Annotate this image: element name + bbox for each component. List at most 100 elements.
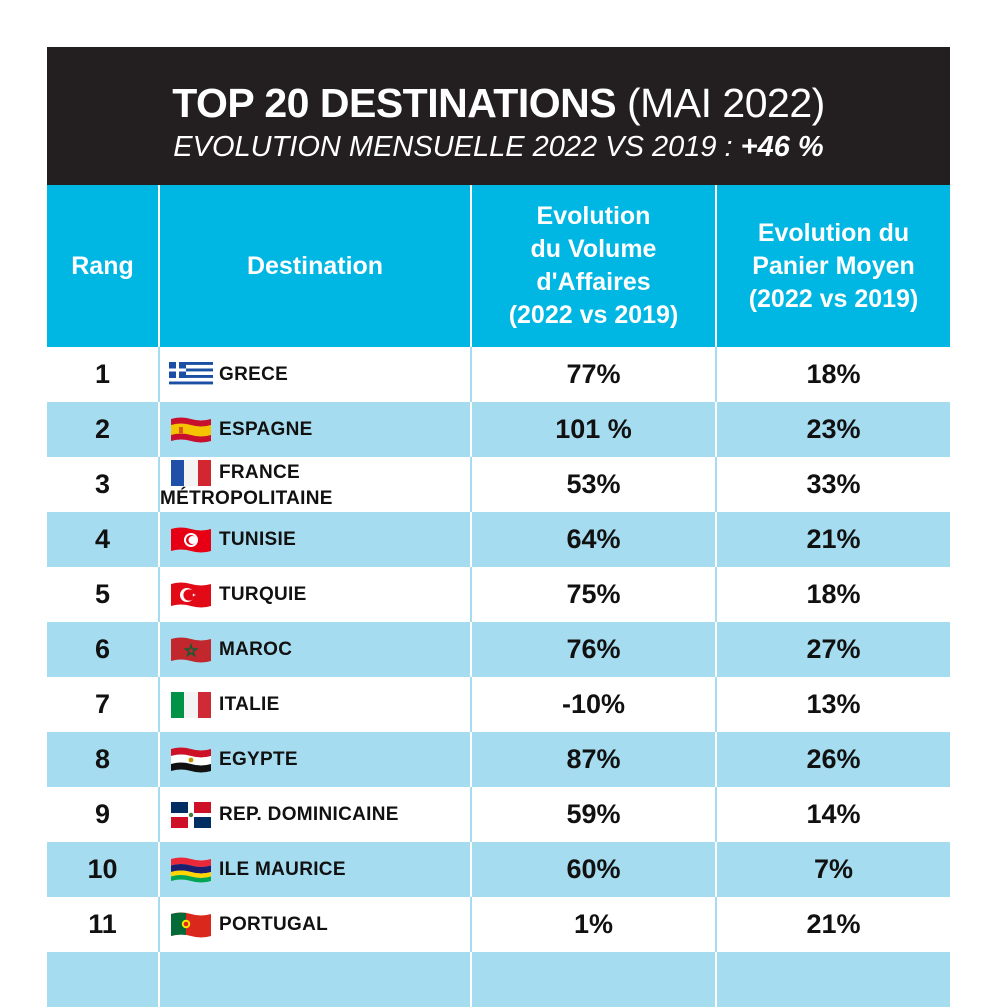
basket-cell: 21% — [715, 897, 950, 952]
volume-cell: 76% — [470, 622, 716, 677]
rank-cell: 5 — [47, 567, 159, 622]
table-body: 1 GRECE 77% 18% 2 ESPAGNE 101 % 23% 3 FR — [47, 347, 950, 1007]
basket-cell: 33% — [715, 457, 950, 512]
basket-cell: 18% — [715, 567, 950, 622]
chart-subtitle: EVOLUTION MENSUELLE 2022 VS 2019 : — [173, 131, 733, 163]
table-row: 4 TUNISIE 64% 21% — [47, 512, 950, 567]
header-basket-line: Evolution du — [757, 218, 910, 247]
destination-name: EGYPTE — [219, 748, 298, 770]
basket-cell: 27% — [715, 622, 950, 677]
subtitle-value: +46 % — [740, 131, 824, 163]
volume-cell: 60% — [470, 842, 716, 897]
destination-name: FRANCE MÉTROPOLITAINE — [160, 462, 333, 510]
volume-cell: 87% — [470, 732, 716, 787]
basket-cell: 21% — [715, 512, 950, 567]
header-basket-line: (2022 vs 2019) — [748, 284, 919, 313]
dominican-republic-flag-icon — [169, 800, 213, 830]
volume-cell: 64% — [470, 512, 716, 567]
destination-cell: FRANCE MÉTROPOLITAINE — [158, 457, 471, 512]
rank-cell: 2 — [47, 402, 159, 457]
basket-cell: 7% — [715, 842, 950, 897]
volume-cell: 75% — [470, 567, 716, 622]
header-volume-line: Evolution — [536, 202, 651, 230]
header-destination: Destination — [158, 185, 471, 347]
table-row: 6 MAROC 76% 27% — [47, 622, 950, 677]
table-row: 1 GRECE 77% 18% — [47, 347, 950, 402]
chart-title-period: (MAI 2022) — [626, 80, 825, 126]
turkey-flag-icon — [169, 580, 213, 610]
rank-cell: 7 — [47, 677, 159, 732]
egypt-flag-icon — [169, 745, 213, 775]
rank-cell: 8 — [47, 732, 159, 787]
header-volume-line: d'Affaires — [536, 268, 651, 296]
destination-name: TURQUIE — [219, 583, 307, 605]
ranking-table: Rang Destination Evolution du Volume d'A… — [47, 185, 950, 1007]
destination-cell: ITALIE — [158, 677, 471, 732]
rank-cell: 6 — [47, 622, 159, 677]
spain-flag-icon — [169, 415, 213, 445]
rank-cell — [47, 952, 159, 1007]
volume-cell: 59% — [470, 787, 716, 842]
destination-cell: MAROC — [158, 622, 471, 677]
basket-cell: 26% — [715, 732, 950, 787]
table-row: 10 ILE MAURICE 60% 7% — [47, 842, 950, 897]
ranking-board: TOP 20 DESTINATIONS (MAI 2022) EVOLUTION… — [47, 47, 950, 1007]
volume-cell: 77% — [470, 347, 716, 402]
destination-name: REP. DOMINICAINE — [219, 803, 399, 825]
title-line: TOP 20 DESTINATIONS (MAI 2022) — [47, 47, 950, 126]
volume-cell: -10% — [470, 677, 716, 732]
volume-cell: 101 % — [470, 402, 716, 457]
destination-cell: ESPAGNE — [158, 402, 471, 457]
rank-cell: 1 — [47, 347, 159, 402]
basket-cell: 23% — [715, 402, 950, 457]
destination-cell: REP. DOMINICAINE — [158, 787, 471, 842]
header-rank: Rang — [47, 185, 159, 347]
destination-name: ILE MAURICE — [219, 858, 346, 880]
destination-name: GRECE — [219, 363, 289, 385]
tunisia-flag-icon — [169, 525, 213, 555]
table-row: 3 FRANCE MÉTROPOLITAINE 53% 33% — [47, 457, 950, 512]
chart-title: TOP 20 DESTINATIONS — [172, 80, 617, 126]
rank-cell: 11 — [47, 897, 159, 952]
destination-cell: PORTUGAL — [158, 897, 471, 952]
destination-cell: GRECE — [158, 347, 471, 402]
destination-cell: EGYPTE — [158, 732, 471, 787]
header-volume-line: du Volume — [530, 235, 657, 263]
rank-cell: 9 — [47, 787, 159, 842]
greece-flag-icon — [169, 360, 213, 390]
basket-cell: 13% — [715, 677, 950, 732]
destination-cell: TURQUIE — [158, 567, 471, 622]
destination-cell: ILE MAURICE — [158, 842, 471, 897]
table-row: 5 TURQUIE 75% 18% — [47, 567, 950, 622]
basket-cell: 14% — [715, 787, 950, 842]
volume-cell: 53% — [470, 457, 716, 512]
morocco-flag-icon — [169, 635, 213, 665]
header-basket-line: Panier Moyen — [752, 251, 915, 280]
italy-flag-icon — [169, 690, 213, 720]
header-row: Rang Destination Evolution du Volume d'A… — [47, 185, 950, 347]
table-row: 7 ITALIE -10% 13% — [47, 677, 950, 732]
subtitle-line: EVOLUTION MENSUELLE 2022 VS 2019 : +46 % — [47, 130, 950, 164]
destination-name: ITALIE — [219, 693, 280, 715]
table-row: 9 REP. DOMINICAINE 59% 14% — [47, 787, 950, 842]
table-row: 8 EGYPTE 87% 26% — [47, 732, 950, 787]
header-basket: Evolution du Panier Moyen (2022 vs 2019) — [715, 185, 950, 347]
table-row — [47, 952, 950, 1007]
header-volume: Evolution du Volume d'Affaires (2022 vs … — [470, 185, 716, 347]
france-flag-icon — [169, 458, 213, 488]
table-row: 2 ESPAGNE 101 % 23% — [47, 402, 950, 457]
title-banner: TOP 20 DESTINATIONS (MAI 2022) EVOLUTION… — [47, 47, 950, 185]
mauritius-flag-icon — [169, 855, 213, 885]
destination-cell: TUNISIE — [158, 512, 471, 567]
destination-name: PORTUGAL — [219, 913, 329, 935]
basket-cell — [715, 952, 950, 1007]
rank-cell: 3 — [47, 457, 159, 512]
volume-cell: 1% — [470, 897, 716, 952]
destination-name: MAROC — [219, 638, 293, 660]
header-volume-line: (2022 vs 2019) — [508, 301, 679, 329]
volume-cell — [470, 952, 716, 1007]
table-row: 11 PORTUGAL 1% 21% — [47, 897, 950, 952]
destination-name: ESPAGNE — [219, 418, 313, 440]
rank-cell: 4 — [47, 512, 159, 567]
portugal-flag-icon — [169, 910, 213, 940]
